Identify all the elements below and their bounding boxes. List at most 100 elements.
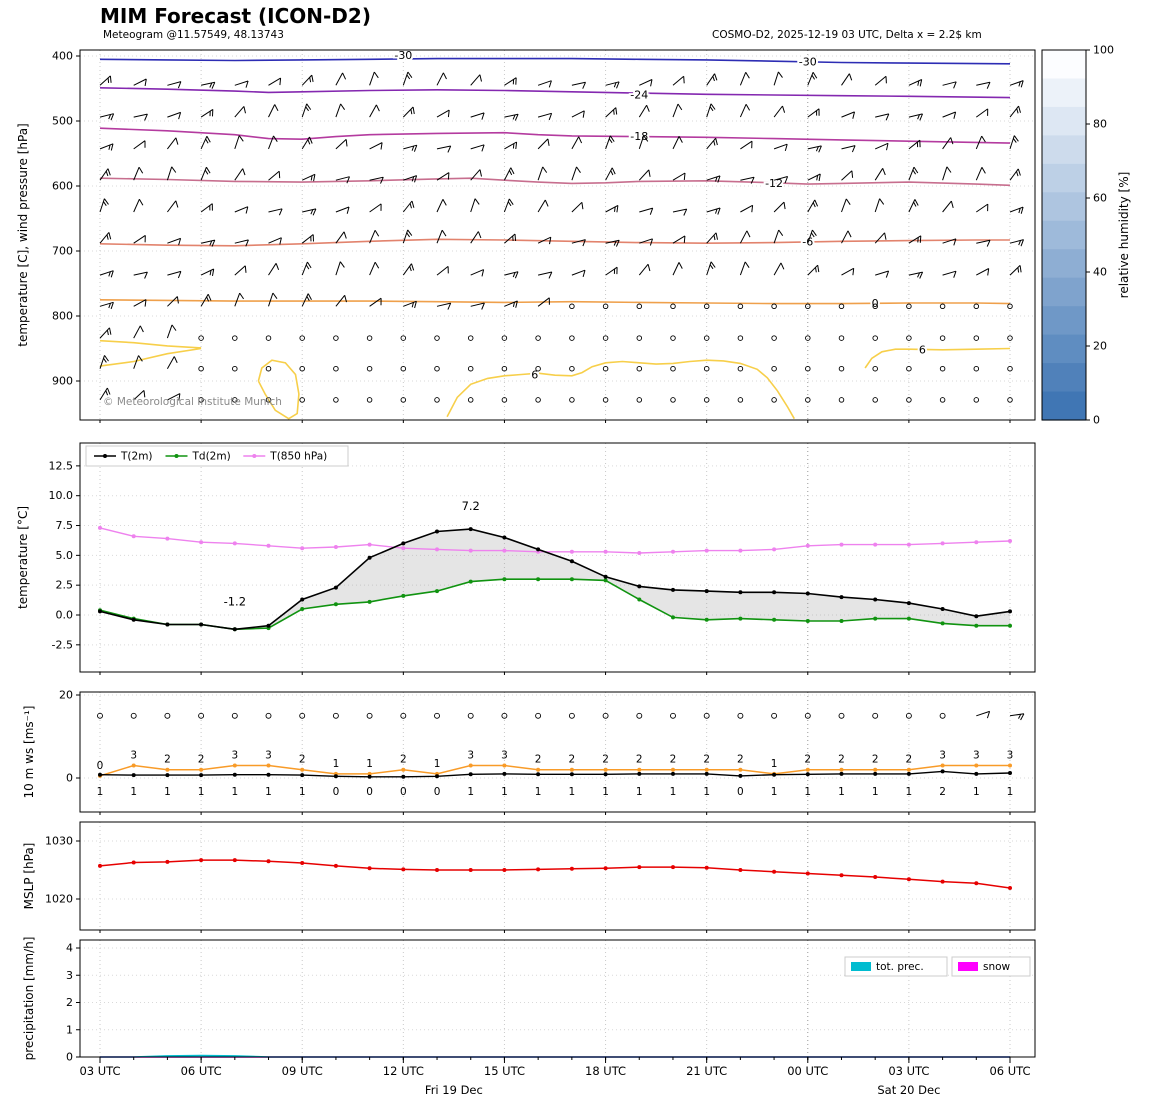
svg-text:7.5: 7.5: [56, 519, 74, 532]
svg-text:5.0: 5.0: [56, 549, 74, 562]
location-subtitle: Meteogram @11.57549, 48.13743: [103, 29, 284, 41]
svg-text:2: 2: [602, 754, 609, 766]
annotation-7.2: 7.2: [462, 499, 480, 513]
mslp-panel: 1030 1020 MSLP [hPa]: [22, 821, 1036, 933]
svg-text:100: 100: [1093, 44, 1114, 57]
svg-text:1: 1: [198, 786, 205, 798]
svg-text:10.0: 10.0: [49, 489, 74, 502]
svg-text:06 UTC: 06 UTC: [989, 1064, 1030, 1078]
svg-text:precipitation [mm/h]: precipitation [mm/h]: [22, 937, 36, 1061]
svg-text:15 UTC: 15 UTC: [484, 1064, 525, 1078]
svg-text:2: 2: [636, 754, 643, 766]
contour-line--6: [99, 238, 1010, 247]
precip-legend: tot. prec. snow: [844, 956, 1031, 977]
svg-text:800: 800: [52, 310, 73, 323]
svg-text:3: 3: [973, 750, 980, 762]
svg-text:1: 1: [66, 1023, 73, 1036]
temperature-panel: 7.2 -1.2 12.5 10.0 7.5 5.0 2.5 0.0 -2.5 temperatu…: [16, 442, 1036, 675]
svg-text:-30: -30: [799, 55, 817, 68]
svg-text:03 UTC: 03 UTC: [79, 1064, 120, 1078]
svg-text:MSLP [hPa]: MSLP [hPa]: [22, 843, 36, 910]
model-run-info: COSMO-D2, 2025-12-19 03 UTC, Delta x = 2…: [712, 29, 982, 41]
svg-text:1: 1: [231, 786, 238, 798]
svg-text:2: 2: [164, 754, 171, 766]
svg-text:1: 1: [299, 786, 306, 798]
svg-text:1: 1: [501, 786, 508, 798]
annotation--1.2: -1.2: [224, 594, 246, 608]
svg-text:1: 1: [333, 758, 340, 770]
svg-text:1: 1: [535, 786, 542, 798]
svg-text:-2.5: -2.5: [52, 638, 73, 651]
svg-text:4: 4: [66, 942, 73, 955]
svg-text:3: 3: [130, 750, 137, 762]
contour-line-6: [864, 347, 1011, 369]
svg-text:10 m ws [ms⁻¹]: 10 m ws [ms⁻¹]: [22, 706, 36, 799]
svg-text:Sat 20 Dec: Sat 20 Dec: [877, 1083, 940, 1097]
svg-text:1: 1: [164, 786, 171, 798]
svg-text:3: 3: [939, 750, 946, 762]
svg-text:3: 3: [1007, 750, 1014, 762]
copyright-note: © Meteorological Institute Munich: [103, 396, 282, 408]
svg-text:Td(2m): Td(2m): [192, 451, 231, 463]
svg-text:1: 1: [703, 786, 710, 798]
svg-text:T(850 hPa): T(850 hPa): [269, 451, 327, 463]
svg-text:1030: 1030: [45, 835, 73, 848]
svg-text:1: 1: [670, 786, 677, 798]
x-axis: 03 UTC 06 UTC 09 UTC 12 UTC 15 UTC 18 UTC 21 U…: [79, 1057, 1031, 1097]
svg-text:09 UTC: 09 UTC: [282, 1064, 323, 1078]
svg-text:600: 600: [52, 180, 73, 193]
svg-text:relative humidity [%]: relative humidity [%]: [1117, 172, 1131, 299]
svg-text:2: 2: [838, 754, 845, 766]
contour-line-6: [257, 359, 300, 420]
svg-text:0: 0: [434, 786, 441, 798]
temperature-legend: T(2m) Td(2m) T(850 hPa): [85, 445, 349, 467]
svg-text:1: 1: [1007, 786, 1014, 798]
svg-text:-24: -24: [630, 89, 648, 102]
svg-text:06 UTC: 06 UTC: [181, 1064, 222, 1078]
svg-text:500: 500: [52, 115, 73, 128]
svg-text:1: 1: [771, 758, 778, 770]
svg-text:40: 40: [1093, 266, 1107, 279]
svg-text:6: 6: [919, 343, 926, 356]
upper-air-panel: -30 -30-24-18-12-6066400500600700800900te…: [16, 49, 1036, 423]
svg-text:3: 3: [501, 750, 508, 762]
svg-text:0: 0: [97, 760, 104, 772]
svg-text:12 UTC: 12 UTC: [383, 1064, 424, 1078]
svg-text:20: 20: [59, 689, 73, 702]
page-title: MIM Forecast (ICON-D2): [100, 4, 371, 28]
svg-text:3: 3: [265, 750, 272, 762]
svg-text:2: 2: [670, 754, 677, 766]
contour-line-6: [99, 339, 202, 349]
svg-text:3: 3: [231, 750, 238, 762]
contour-line-6: [446, 359, 795, 420]
svg-text:1: 1: [130, 786, 137, 798]
svg-text:1: 1: [434, 758, 441, 770]
svg-text:2: 2: [906, 754, 913, 766]
contour-line--18: [99, 127, 1011, 144]
svg-text:700: 700: [52, 245, 73, 258]
svg-text:temperature [°C]: temperature [°C]: [16, 506, 30, 609]
svg-text:tot. prec.: tot. prec.: [876, 961, 924, 973]
svg-text:900: 900: [52, 375, 73, 388]
svg-text:12.5: 12.5: [49, 459, 74, 472]
gust-line: [99, 764, 1010, 777]
svg-text:snow: snow: [983, 961, 1011, 973]
svg-text:400: 400: [52, 50, 73, 63]
contour-line--12: [99, 177, 1011, 187]
svg-text:2: 2: [804, 754, 811, 766]
svg-text:00 UTC: 00 UTC: [787, 1064, 828, 1078]
wind-barb-grid: [99, 71, 1024, 403]
svg-text:0: 0: [737, 786, 744, 798]
svg-text:0: 0: [366, 786, 373, 798]
wind-panel: 0 3 2 2 3 3 2 1 1 2 1 3 3 2 2 2 2 2 2 2 1 2 2 2 2 3 3 3 1 1 1 1 1 1 1 0 0 0 0 1…: [22, 689, 1036, 815]
svg-text:60: 60: [1093, 192, 1107, 205]
ws-line: [99, 770, 1011, 778]
svg-text:2: 2: [569, 754, 576, 766]
svg-text:1: 1: [265, 786, 272, 798]
mslp-line: [99, 859, 1011, 889]
precip-panel: 0 1 2 3 4 precipitation [mm/h] tot. prec. snow: [22, 937, 1036, 1064]
svg-text:0: 0: [66, 1051, 73, 1064]
